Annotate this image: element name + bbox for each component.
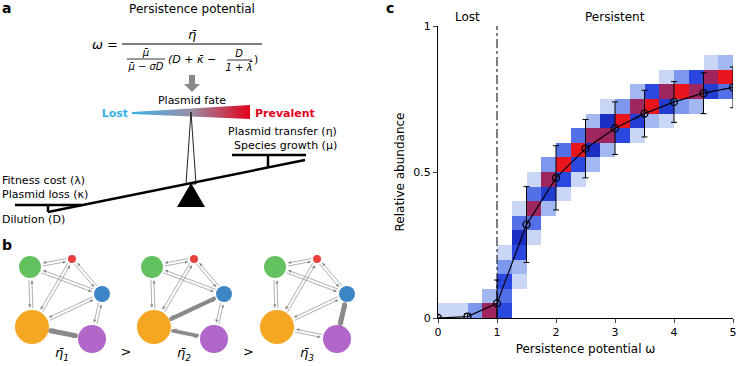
svg-text:η̄1: η̄1 [55,345,69,363]
svg-text:4: 4 [671,326,678,339]
svg-text:1: 1 [424,20,431,33]
svg-text:>: > [243,344,254,359]
svg-text:Lost: Lost [102,107,128,120]
svg-text:0: 0 [424,312,431,325]
svg-text:η̄2: η̄2 [177,345,191,363]
svg-text:Persistence potential: Persistence potential [129,2,255,16]
svg-text:Lost: Lost [455,10,480,24]
html-text:c: c [386,0,395,16]
svg-text:η̄3: η̄3 [300,345,314,363]
svg-text:3: 3 [612,326,619,339]
svg-text:Plasmid fate: Plasmid fate [158,94,226,107]
svg-text:Persistence potential ω: Persistence potential ω [516,342,656,356]
svg-text:Plasmid loss (κ): Plasmid loss (κ) [2,188,88,201]
svg-text:Fitness cost (λ): Fitness cost (λ) [2,174,85,187]
svg-text:0: 0 [435,326,442,339]
svg-text:η̄: η̄ [188,27,197,42]
svg-text:1: 1 [494,326,501,339]
svg-text:Persistent: Persistent [585,10,645,24]
svg-text:(D + κ̄ −: (D + κ̄ − [168,53,216,66]
svg-text:Prevalent: Prevalent [255,107,315,120]
svg-text:): ) [254,53,258,66]
svg-text:b: b [2,237,12,253]
svg-text:Dilution (D): Dilution (D) [2,213,65,226]
svg-text:>: > [121,344,132,359]
svg-text:2: 2 [553,326,560,339]
svg-text:5: 5 [730,326,737,339]
svg-text:μ̄: μ̄ [142,47,149,58]
svg-text:μ̄ − σD: μ̄ − σD [127,61,163,72]
svg-text:D: D [235,48,243,59]
svg-text:Relative abundance: Relative abundance [393,113,407,232]
svg-text:a: a [2,0,11,16]
svg-text:1 + λ̄: 1 + λ̄ [225,61,252,73]
svg-text:Plasmid transfer (η): Plasmid transfer (η) [228,125,337,138]
svg-text:ω =: ω = [92,37,118,52]
svg-text:Species growth (μ): Species growth (μ) [234,139,337,152]
svg-text:0.5: 0.5 [413,166,431,179]
